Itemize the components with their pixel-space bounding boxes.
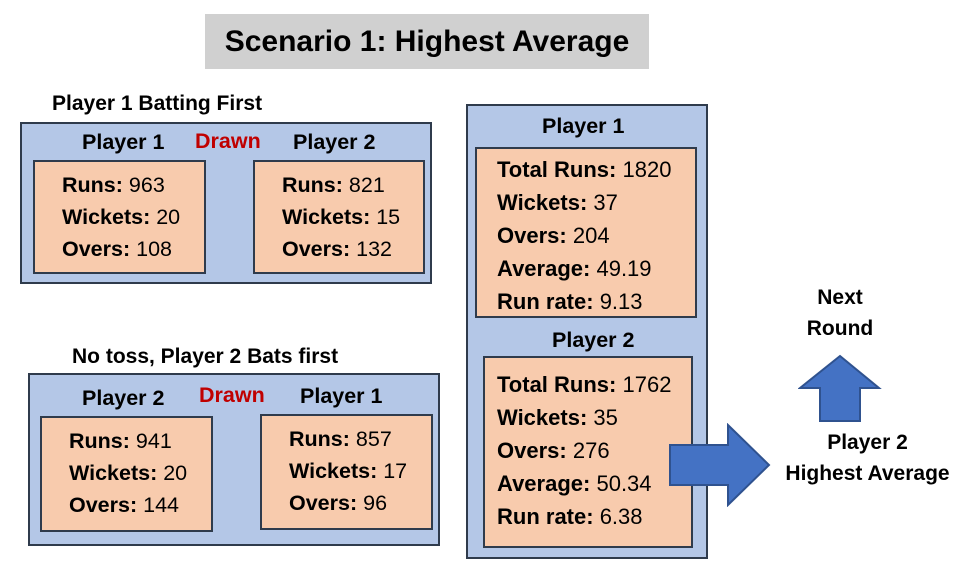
match2-result: Drawn bbox=[199, 383, 265, 407]
match1-result: Drawn bbox=[195, 129, 261, 153]
right-arrow-icon bbox=[669, 423, 771, 507]
runs-label: Runs: bbox=[69, 429, 130, 453]
run-rate-value: 6.38 bbox=[599, 504, 643, 529]
wickets-label: Wickets: bbox=[289, 459, 378, 483]
overs-value: 204 bbox=[572, 223, 610, 248]
match1-right-player: Player 2 bbox=[293, 130, 376, 154]
wickets-value: 20 bbox=[163, 461, 188, 485]
runs-value: 963 bbox=[128, 173, 165, 197]
total-runs-label: Total Runs: bbox=[497, 157, 617, 182]
wickets-value: 15 bbox=[376, 205, 401, 229]
next-round-line2: Round bbox=[806, 317, 874, 340]
runs-label: Runs: bbox=[289, 427, 350, 451]
match2-left-player: Player 2 bbox=[82, 386, 165, 410]
runs-value: 857 bbox=[355, 427, 392, 451]
wickets-label: Wickets: bbox=[69, 461, 158, 485]
wickets-value: 35 bbox=[593, 405, 618, 430]
wickets-label: Wickets: bbox=[497, 405, 588, 430]
totals-player2-name: Player 2 bbox=[552, 328, 635, 352]
overs-value: 144 bbox=[143, 493, 179, 517]
total-runs-value: 1820 bbox=[622, 157, 672, 182]
winner-line2: Highest Average bbox=[785, 462, 950, 485]
match2-heading: No toss, Player 2 Bats first bbox=[72, 345, 339, 368]
wickets-value: 17 bbox=[383, 459, 408, 483]
totals-player1-stats: Total Runs: 1820 Wickets: 37 Overs: 204 … bbox=[475, 147, 697, 318]
winner-line1: Player 2 bbox=[827, 431, 908, 454]
overs-label: Overs: bbox=[282, 237, 351, 261]
wickets-value: 20 bbox=[156, 205, 181, 229]
totals-player1-name: Player 1 bbox=[542, 114, 625, 138]
overs-value: 108 bbox=[136, 237, 172, 261]
runs-value: 821 bbox=[348, 173, 385, 197]
run-rate-label: Run rate: bbox=[497, 504, 594, 529]
winner-label: Player 2 Highest Average bbox=[770, 427, 965, 489]
up-arrow-icon bbox=[798, 354, 882, 422]
match2-right-stats: Runs: 857 Wickets: 17 Overs: 96 bbox=[260, 414, 433, 530]
overs-value: 276 bbox=[572, 438, 610, 463]
average-value: 49.19 bbox=[596, 256, 652, 281]
wickets-label: Wickets: bbox=[62, 205, 151, 229]
totals-player2-stats: Total Runs: 1762 Wickets: 35 Overs: 276 … bbox=[483, 356, 693, 548]
runs-label: Runs: bbox=[62, 173, 123, 197]
run-rate-label: Run rate: bbox=[497, 289, 594, 314]
average-label: Average: bbox=[497, 471, 591, 496]
overs-value: 132 bbox=[356, 237, 392, 261]
overs-label: Overs: bbox=[497, 223, 567, 248]
match2-right-player: Player 1 bbox=[300, 384, 383, 408]
wickets-label: Wickets: bbox=[282, 205, 371, 229]
next-round-line1: Next bbox=[817, 286, 863, 309]
run-rate-value: 9.13 bbox=[599, 289, 643, 314]
overs-label: Overs: bbox=[69, 493, 138, 517]
overs-label: Overs: bbox=[497, 438, 567, 463]
page-title: Scenario 1: Highest Average bbox=[205, 14, 649, 69]
match1-right-stats: Runs: 821 Wickets: 15 Overs: 132 bbox=[253, 160, 425, 274]
match1-left-player: Player 1 bbox=[82, 130, 165, 154]
match1-heading: Player 1 Batting First bbox=[52, 92, 263, 115]
average-label: Average: bbox=[497, 256, 591, 281]
overs-label: Overs: bbox=[289, 491, 358, 515]
total-runs-label: Total Runs: bbox=[497, 372, 617, 397]
runs-value: 941 bbox=[135, 429, 172, 453]
runs-label: Runs: bbox=[282, 173, 343, 197]
overs-value: 96 bbox=[363, 491, 388, 515]
match1-left-stats: Runs: 963 Wickets: 20 Overs: 108 bbox=[33, 160, 206, 274]
overs-label: Overs: bbox=[62, 237, 131, 261]
next-round-label: Next Round bbox=[775, 282, 905, 344]
wickets-label: Wickets: bbox=[497, 190, 588, 215]
wickets-value: 37 bbox=[593, 190, 618, 215]
average-value: 50.34 bbox=[596, 471, 652, 496]
total-runs-value: 1762 bbox=[622, 372, 672, 397]
match2-left-stats: Runs: 941 Wickets: 20 Overs: 144 bbox=[40, 416, 213, 532]
